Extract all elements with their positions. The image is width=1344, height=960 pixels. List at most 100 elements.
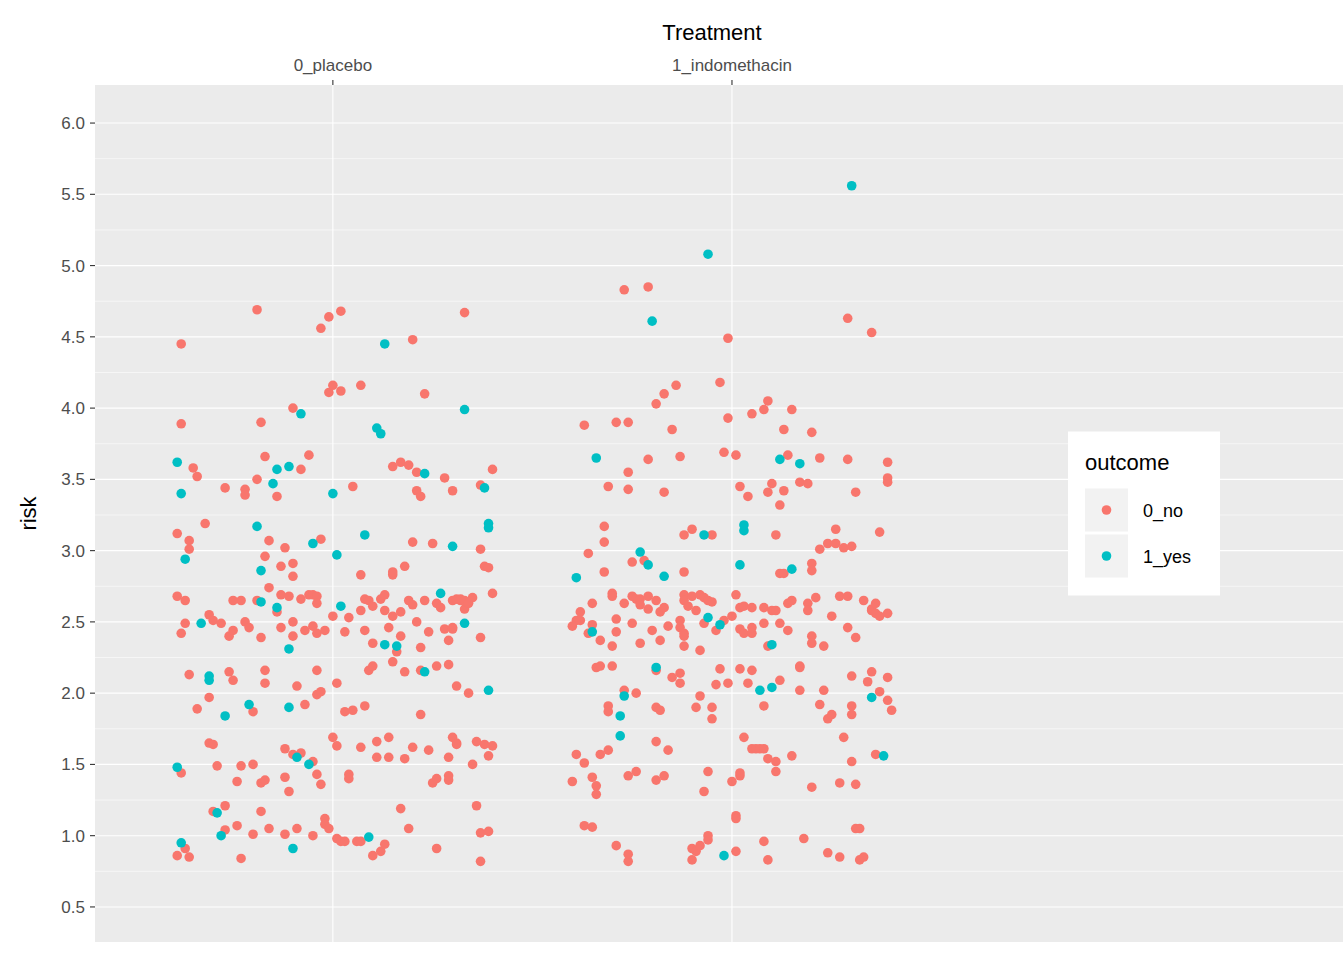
point: [771, 757, 781, 767]
point: [244, 623, 254, 633]
point: [763, 396, 773, 406]
point: [747, 409, 757, 419]
point: [172, 851, 182, 861]
legend-key: [1085, 535, 1128, 578]
point: [643, 282, 653, 292]
point: [643, 455, 653, 465]
tick-label: 5.0: [61, 257, 85, 276]
tick-label: 5.5: [61, 185, 85, 204]
point: [192, 472, 202, 482]
point: [372, 752, 382, 762]
point: [260, 452, 270, 462]
point: [787, 564, 797, 574]
point: [667, 425, 677, 435]
point: [396, 804, 406, 814]
point: [444, 660, 454, 670]
point: [256, 566, 266, 576]
point: [416, 492, 426, 502]
grid-line: [95, 336, 1343, 337]
point: [847, 710, 857, 720]
point: [739, 601, 749, 611]
point: [879, 751, 889, 761]
minor-grid: [95, 229, 1343, 230]
point: [252, 522, 262, 532]
point: [747, 666, 757, 676]
point: [623, 467, 633, 477]
point: [867, 328, 877, 338]
point: [180, 554, 190, 564]
point: [695, 646, 705, 656]
point: [851, 487, 861, 497]
point: [284, 787, 294, 797]
tick-label: 3.0: [61, 542, 85, 561]
point: [719, 851, 729, 861]
point: [731, 450, 741, 460]
point: [679, 530, 689, 540]
point: [344, 774, 354, 784]
point: [276, 623, 286, 633]
point: [675, 452, 685, 462]
point: [280, 772, 290, 782]
legend-key: [1085, 489, 1128, 532]
point: [416, 643, 426, 653]
minor-grid: [95, 372, 1343, 373]
point: [843, 455, 853, 465]
point: [424, 745, 434, 755]
point: [284, 462, 294, 472]
point: [296, 465, 306, 475]
point: [288, 617, 298, 627]
point: [735, 768, 745, 778]
point: [779, 425, 789, 435]
tick-label: 2.0: [61, 684, 85, 703]
point: [815, 700, 825, 710]
point: [607, 661, 617, 671]
point: [440, 473, 450, 483]
chart: 0.51.01.52.02.53.03.54.04.55.05.56.00_pl…: [0, 0, 1344, 960]
point: [731, 847, 741, 857]
point: [839, 543, 849, 553]
point: [264, 824, 274, 834]
point: [775, 619, 785, 629]
point: [635, 638, 645, 648]
point: [759, 701, 769, 711]
point: [356, 743, 366, 753]
point: [631, 688, 641, 698]
point: [316, 323, 326, 333]
minor-grid: [95, 657, 1343, 658]
point: [623, 849, 633, 859]
point: [727, 777, 737, 787]
point: [432, 844, 442, 854]
minor-grid: [95, 728, 1343, 729]
point: [711, 680, 721, 690]
point: [328, 489, 338, 499]
point: [783, 626, 793, 636]
point: [611, 614, 621, 624]
tick-label: 0_placebo: [294, 56, 372, 75]
point: [264, 536, 274, 546]
point: [416, 710, 426, 720]
point: [847, 701, 857, 711]
point: [572, 750, 582, 760]
point: [611, 841, 621, 851]
point: [707, 597, 717, 607]
point: [787, 751, 797, 761]
point: [623, 418, 633, 428]
point: [847, 671, 857, 681]
point: [288, 559, 298, 569]
point: [631, 767, 641, 777]
point: [276, 590, 286, 600]
point: [603, 482, 613, 492]
point: [240, 490, 250, 500]
point: [184, 852, 194, 862]
point: [400, 562, 410, 572]
point: [831, 524, 841, 534]
point: [663, 621, 673, 631]
point: [380, 339, 390, 349]
point: [196, 619, 206, 629]
point: [739, 733, 749, 743]
point: [316, 687, 326, 697]
point: [851, 780, 861, 790]
point: [448, 624, 458, 634]
point: [376, 429, 386, 439]
point: [767, 683, 777, 693]
